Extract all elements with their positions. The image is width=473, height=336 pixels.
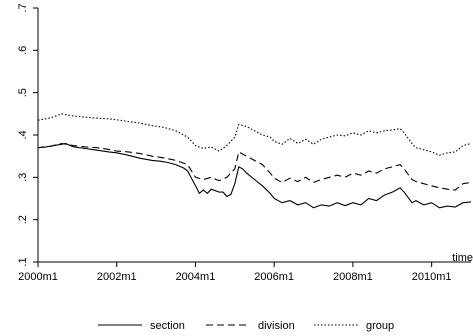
legend-label-division: division (258, 320, 295, 332)
series-layer (37, 113, 472, 209)
x-ticks: 2000m1 2002m1 2004m1 2006m1 2008m1 2010m1 (18, 262, 452, 283)
y-tick-label: .3 (17, 173, 29, 182)
y-tick-label: .1 (17, 257, 29, 266)
x-tick-label: 2006m1 (254, 271, 294, 283)
y-tick-label: .6 (17, 46, 29, 55)
legend-label-section: section (150, 320, 185, 332)
y-tick-label: .4 (17, 130, 29, 139)
y-tick-label: .7 (17, 3, 29, 12)
x-tick-label: 2010m1 (412, 271, 452, 283)
series-line-section (37, 142, 472, 209)
x-tick-label: 2000m1 (18, 271, 58, 283)
series-line-division (37, 142, 472, 191)
series-line-group (37, 113, 472, 156)
x-axis-label: time (452, 252, 473, 264)
y-tick-label: .2 (17, 215, 29, 224)
y-tick-label: .5 (17, 88, 29, 97)
x-tick-label: 2008m1 (333, 271, 373, 283)
y-ticks: .1 .2 .3 .4 .5 .6 .7 (17, 3, 38, 267)
legend: section division group (98, 320, 394, 332)
x-tick-label: 2004m1 (176, 271, 216, 283)
legend-label-group: group (366, 320, 394, 332)
x-tick-label: 2002m1 (97, 271, 137, 283)
